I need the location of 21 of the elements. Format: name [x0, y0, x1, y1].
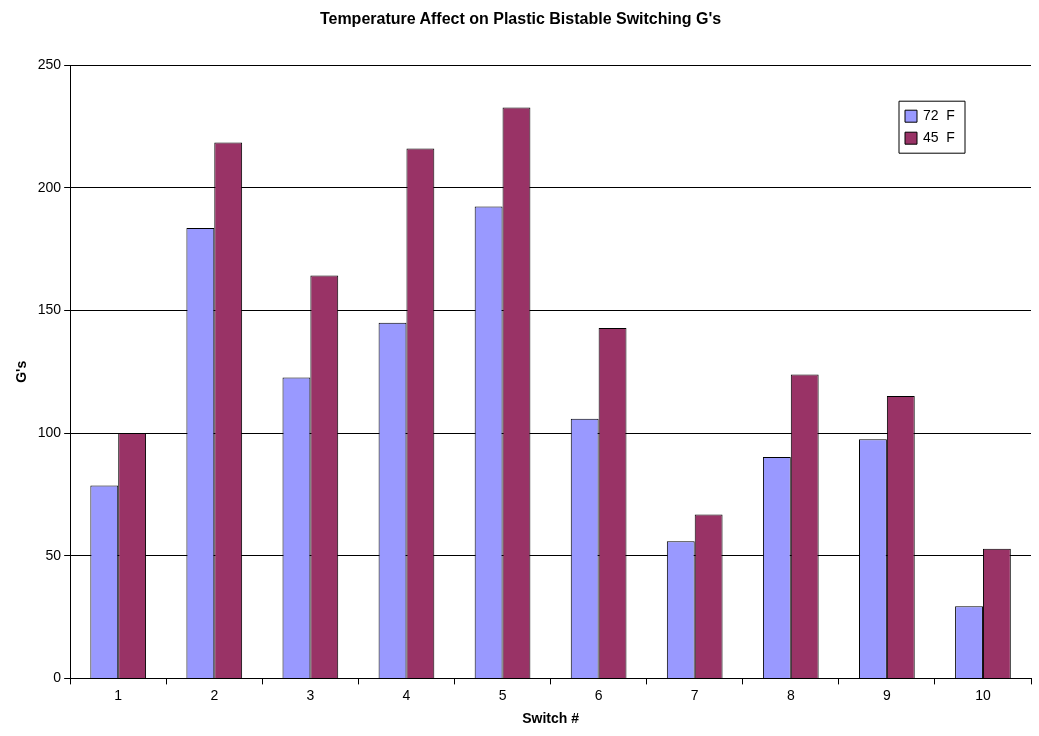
x-tick-label: 10	[975, 686, 991, 703]
y-tick-label: 250	[37, 56, 62, 73]
x-tick-label: 5	[498, 686, 507, 703]
y-axis-title: G's	[13, 360, 30, 383]
y-tick-label: 100	[37, 423, 62, 440]
chart-title: Temperature Affect on Plastic Bistable Switching G's	[319, 10, 722, 28]
x-tick-label: 2	[210, 686, 219, 703]
x-tick-label: 7	[690, 686, 699, 703]
x-axis-title: Switch #	[522, 710, 580, 727]
legend-label: 45 F	[923, 129, 955, 146]
y-tick-label: 50	[45, 546, 62, 563]
x-tick-label: 1	[114, 686, 123, 703]
y-tick-label: 150	[37, 301, 62, 318]
y-tick-label: 200	[37, 178, 62, 195]
y-tick-label: 0	[53, 669, 62, 686]
x-tick-label: 3	[306, 686, 315, 703]
x-tick-label: 8	[786, 686, 795, 703]
x-tick-label: 4	[402, 686, 411, 703]
x-tick-label: 9	[882, 686, 891, 703]
x-tick-label: 6	[594, 686, 603, 703]
legend-label: 72 F	[923, 107, 955, 124]
